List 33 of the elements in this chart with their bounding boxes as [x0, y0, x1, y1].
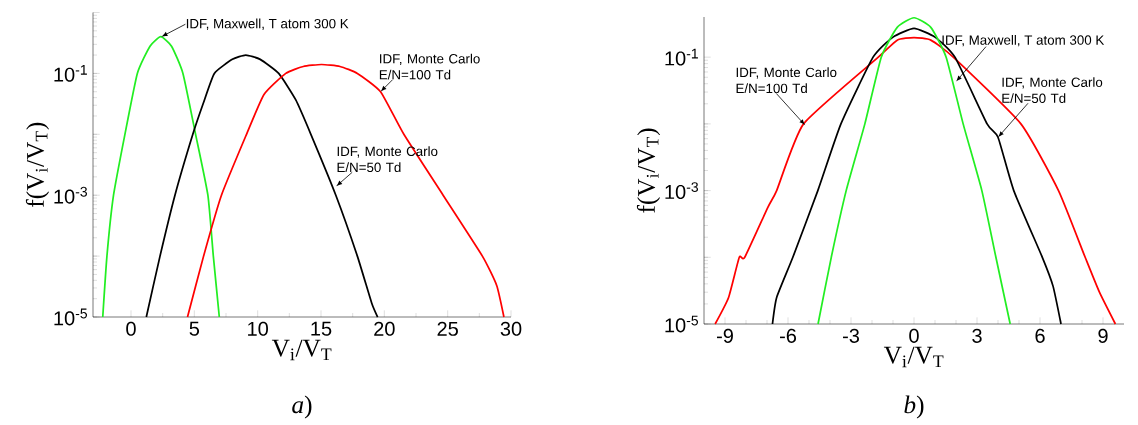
x-tick-label: 10: [248, 321, 268, 336]
x-tick-label: 5: [189, 321, 200, 336]
y-axis-title: f(V$_{i}$/V$_{T}$): [636, 128, 661, 213]
text: a): [292, 395, 312, 419]
x-tick-label: -6: [780, 328, 797, 343]
x-tick-label: 9: [1098, 328, 1108, 343]
x-tick-label: 25: [437, 321, 458, 336]
x-tick-label: 15: [311, 321, 332, 336]
y-tick-label: 10$^{-1}$: [54, 65, 87, 82]
x-tick-label: 0: [126, 321, 136, 336]
annotation: IDF, Monte Carlo E/N=100 Td: [736, 67, 837, 94]
x-tick-label: 20: [374, 321, 395, 336]
x-tick-label: -9: [717, 328, 733, 343]
y-tick-label: 10$^{-3}$: [54, 186, 88, 204]
y-tick-label: 10$^{-5}$: [54, 308, 88, 326]
x-tick-label: -3: [843, 328, 860, 343]
x-tick-label: 3: [972, 328, 982, 343]
y-axis-title: f(V$_{i}$/V$_{T}$): [25, 122, 50, 207]
x-tick-label: 6: [1035, 328, 1045, 343]
annotation: IDF, Maxwell, T atom 300 K: [942, 34, 1105, 47]
line-series: [714, 36, 1117, 325]
x-axis-title: V$_{i}$/V$_{T}$: [271, 339, 332, 361]
x-axis-title: V$_{i}$/V$_{T}$: [883, 346, 944, 368]
x-tick-label: 30: [500, 321, 522, 336]
text: b): [904, 395, 924, 419]
x-tick-label: 0: [909, 328, 919, 343]
annotation: IDF, Maxwell, T atom 300 K: [186, 18, 349, 30]
annotation: IDF, Monte Carlo E/N=100 Td: [379, 53, 480, 80]
y-tick-label: 10$^{-1}$: [665, 48, 698, 66]
line-series: [186, 63, 505, 318]
annotation: IDF, Monte Carlo E/N=50 Td: [1002, 77, 1103, 103]
y-tick-label: 10$^{-5}$: [665, 315, 699, 333]
y-tick-label: 10$^{-3}$: [665, 182, 699, 200]
